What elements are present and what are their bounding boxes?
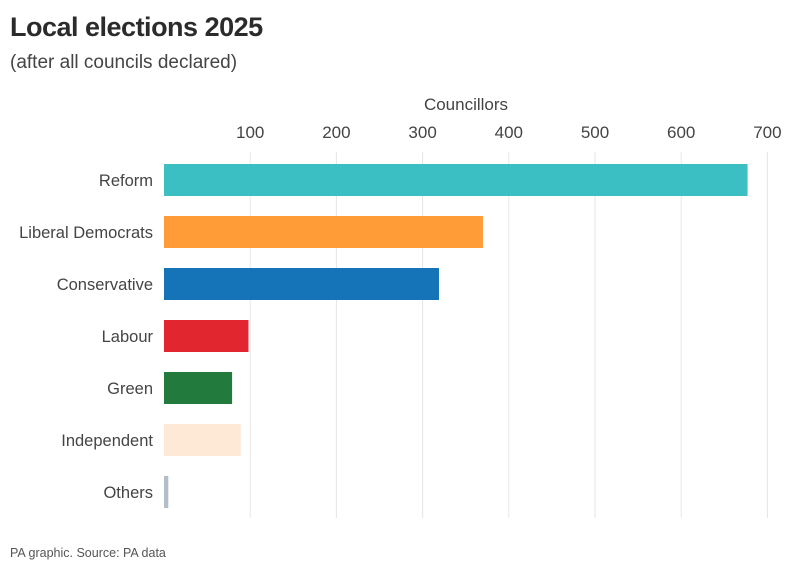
category-label: Labour bbox=[102, 328, 154, 346]
x-tick-label: 300 bbox=[408, 123, 436, 142]
category-label: Green bbox=[107, 380, 153, 398]
x-tick-label: 400 bbox=[495, 123, 523, 142]
x-tick-label: 700 bbox=[753, 123, 781, 142]
x-tick-label: 200 bbox=[322, 123, 350, 142]
x-tick-label: 500 bbox=[581, 123, 609, 142]
bar-liberal-democrats bbox=[164, 216, 483, 248]
category-label: Liberal Democrats bbox=[19, 224, 153, 242]
bar-conservative bbox=[164, 268, 439, 300]
category-label: Reform bbox=[99, 172, 153, 190]
x-tick-label: 600 bbox=[667, 123, 695, 142]
x-axis-label: Councillors bbox=[424, 95, 508, 114]
bar-labour bbox=[164, 320, 249, 352]
source-note: PA graphic. Source: PA data bbox=[10, 546, 166, 560]
bar-reform bbox=[164, 164, 748, 196]
chart-title: Local elections 2025 bbox=[10, 12, 263, 42]
chart-subtitle: (after all councils declared) bbox=[10, 52, 238, 73]
bar-independent bbox=[164, 424, 241, 456]
bar-others bbox=[164, 476, 169, 508]
category-label: Others bbox=[103, 484, 153, 502]
x-tick-label: 100 bbox=[236, 123, 264, 142]
category-label: Independent bbox=[61, 432, 153, 450]
category-label: Conservative bbox=[57, 276, 153, 294]
bar-green bbox=[164, 372, 233, 404]
